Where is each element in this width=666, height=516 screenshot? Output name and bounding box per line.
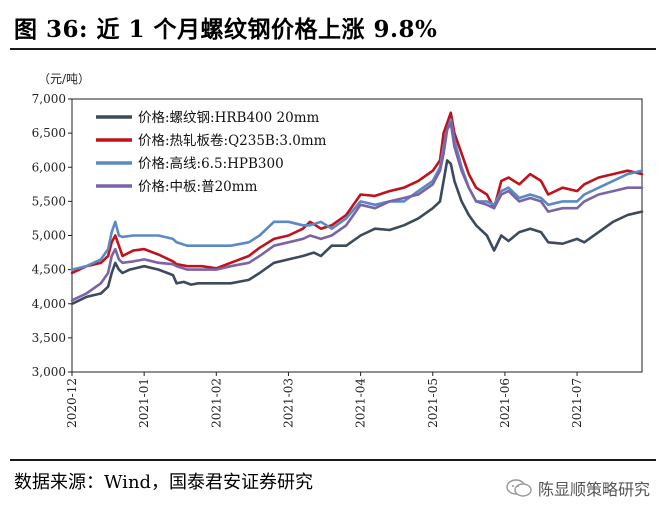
y-tick-label: 6,500 [32, 126, 66, 140]
wechat-icon [506, 479, 532, 497]
x-tick-label: 2021-07 [570, 378, 584, 428]
y-tick-label: 5,000 [32, 229, 66, 243]
series-line-1 [70, 159, 644, 306]
source-rule [10, 459, 656, 461]
page-title: 图 36: 近 1 个月螺纹钢价格上涨 9.8% [14, 16, 438, 43]
x-tick-label: 2021-05 [426, 378, 440, 428]
legend-label-4: 价格:中板:普20mm [138, 179, 258, 195]
y-tick-label: 3,500 [32, 331, 66, 345]
x-tick-label: 2021-01 [137, 378, 151, 428]
y-tick-label: 7,000 [32, 92, 66, 106]
legend-label-3: 价格:高线:6.5:HPB300 [138, 155, 284, 172]
y-axis-label: （元/吨） [38, 72, 90, 86]
watermark-text: 陈显顺策略研究 [537, 480, 650, 499]
y-tick-label: 5,500 [32, 194, 66, 208]
y-tick-label: 6,000 [32, 160, 66, 174]
series-line-3 [70, 118, 644, 271]
y-tick-label: 3,000 [32, 365, 66, 379]
y-tick-label: 4,000 [32, 297, 66, 311]
data-source: 数据来源：Wind，国泰君安证券研究 [14, 472, 314, 493]
x-tick-label: 2021-02 [209, 378, 223, 428]
legend-label-1: 价格:螺纹钢:HRB400 20mm [138, 110, 319, 126]
series-line-2 [70, 111, 644, 275]
x-tick-label: 2021-04 [354, 378, 368, 428]
legend-label-2: 价格:热轧板卷:Q235B:3.0mm [138, 133, 327, 149]
line-chart: 3,000 3,500 4,000 4,500 5,000 5,500 6,000 6,500… [32, 72, 644, 428]
x-tick-label: 2021-06 [498, 378, 512, 428]
watermark: 陈显顺策略研究 [506, 476, 650, 500]
series-line-4 [70, 121, 644, 302]
title-rule [10, 48, 656, 50]
x-tick-label: 2020-12 [65, 378, 79, 428]
x-tick-label: 2021-03 [281, 378, 295, 428]
y-tick-label: 4,500 [32, 263, 66, 277]
